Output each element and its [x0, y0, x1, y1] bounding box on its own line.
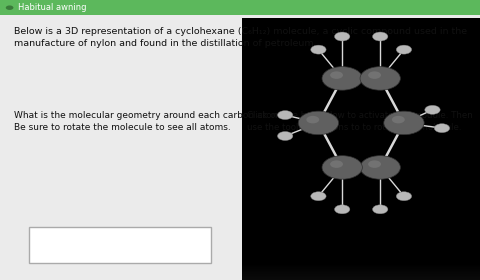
- Bar: [29, 227, 211, 263]
- Bar: [242, 275, 480, 276]
- Circle shape: [277, 111, 293, 120]
- Bar: [242, 18, 480, 280]
- Circle shape: [311, 192, 326, 201]
- Bar: [242, 265, 480, 266]
- Circle shape: [311, 45, 326, 54]
- Bar: [0, 0, 480, 15]
- Circle shape: [372, 32, 388, 41]
- Bar: [242, 271, 480, 272]
- Circle shape: [330, 160, 343, 168]
- Circle shape: [360, 156, 400, 179]
- Bar: [242, 264, 480, 265]
- Text: Below is a 3D representation of a cyclohexane (C₆H₁₂) molecule, a cyclic compoun: Below is a 3D representation of a cycloh…: [14, 27, 468, 48]
- Circle shape: [360, 67, 400, 90]
- Circle shape: [298, 111, 338, 135]
- Circle shape: [277, 132, 293, 141]
- Bar: [242, 278, 480, 279]
- Circle shape: [425, 105, 440, 114]
- Bar: [242, 277, 480, 278]
- Circle shape: [396, 192, 412, 201]
- Bar: [242, 263, 480, 264]
- Circle shape: [434, 124, 450, 133]
- Circle shape: [396, 45, 412, 54]
- Circle shape: [372, 205, 388, 214]
- Bar: [242, 266, 480, 267]
- Bar: [242, 276, 480, 277]
- Circle shape: [322, 67, 362, 90]
- Bar: [242, 268, 480, 269]
- Text: Habitual awning: Habitual awning: [18, 3, 87, 12]
- Circle shape: [335, 205, 350, 214]
- Circle shape: [335, 32, 350, 41]
- Circle shape: [322, 156, 362, 179]
- Circle shape: [368, 160, 381, 168]
- Bar: [242, 273, 480, 274]
- Text: Click on the box below to activate the module. Then
use the toolbar buttons to t: Click on the box below to activate the m…: [247, 111, 473, 132]
- Bar: [242, 270, 480, 271]
- Circle shape: [330, 71, 343, 79]
- Text: What is the molecular geometry around each carbon atom?
Be sure to rotate the mo: What is the molecular geometry around ea…: [14, 111, 286, 132]
- Circle shape: [392, 116, 405, 123]
- Circle shape: [6, 5, 13, 10]
- Circle shape: [384, 111, 424, 135]
- Bar: [242, 279, 480, 280]
- Circle shape: [368, 71, 381, 79]
- Bar: [242, 269, 480, 270]
- Circle shape: [306, 116, 319, 123]
- Bar: [242, 274, 480, 275]
- Bar: [242, 272, 480, 273]
- Bar: [242, 267, 480, 268]
